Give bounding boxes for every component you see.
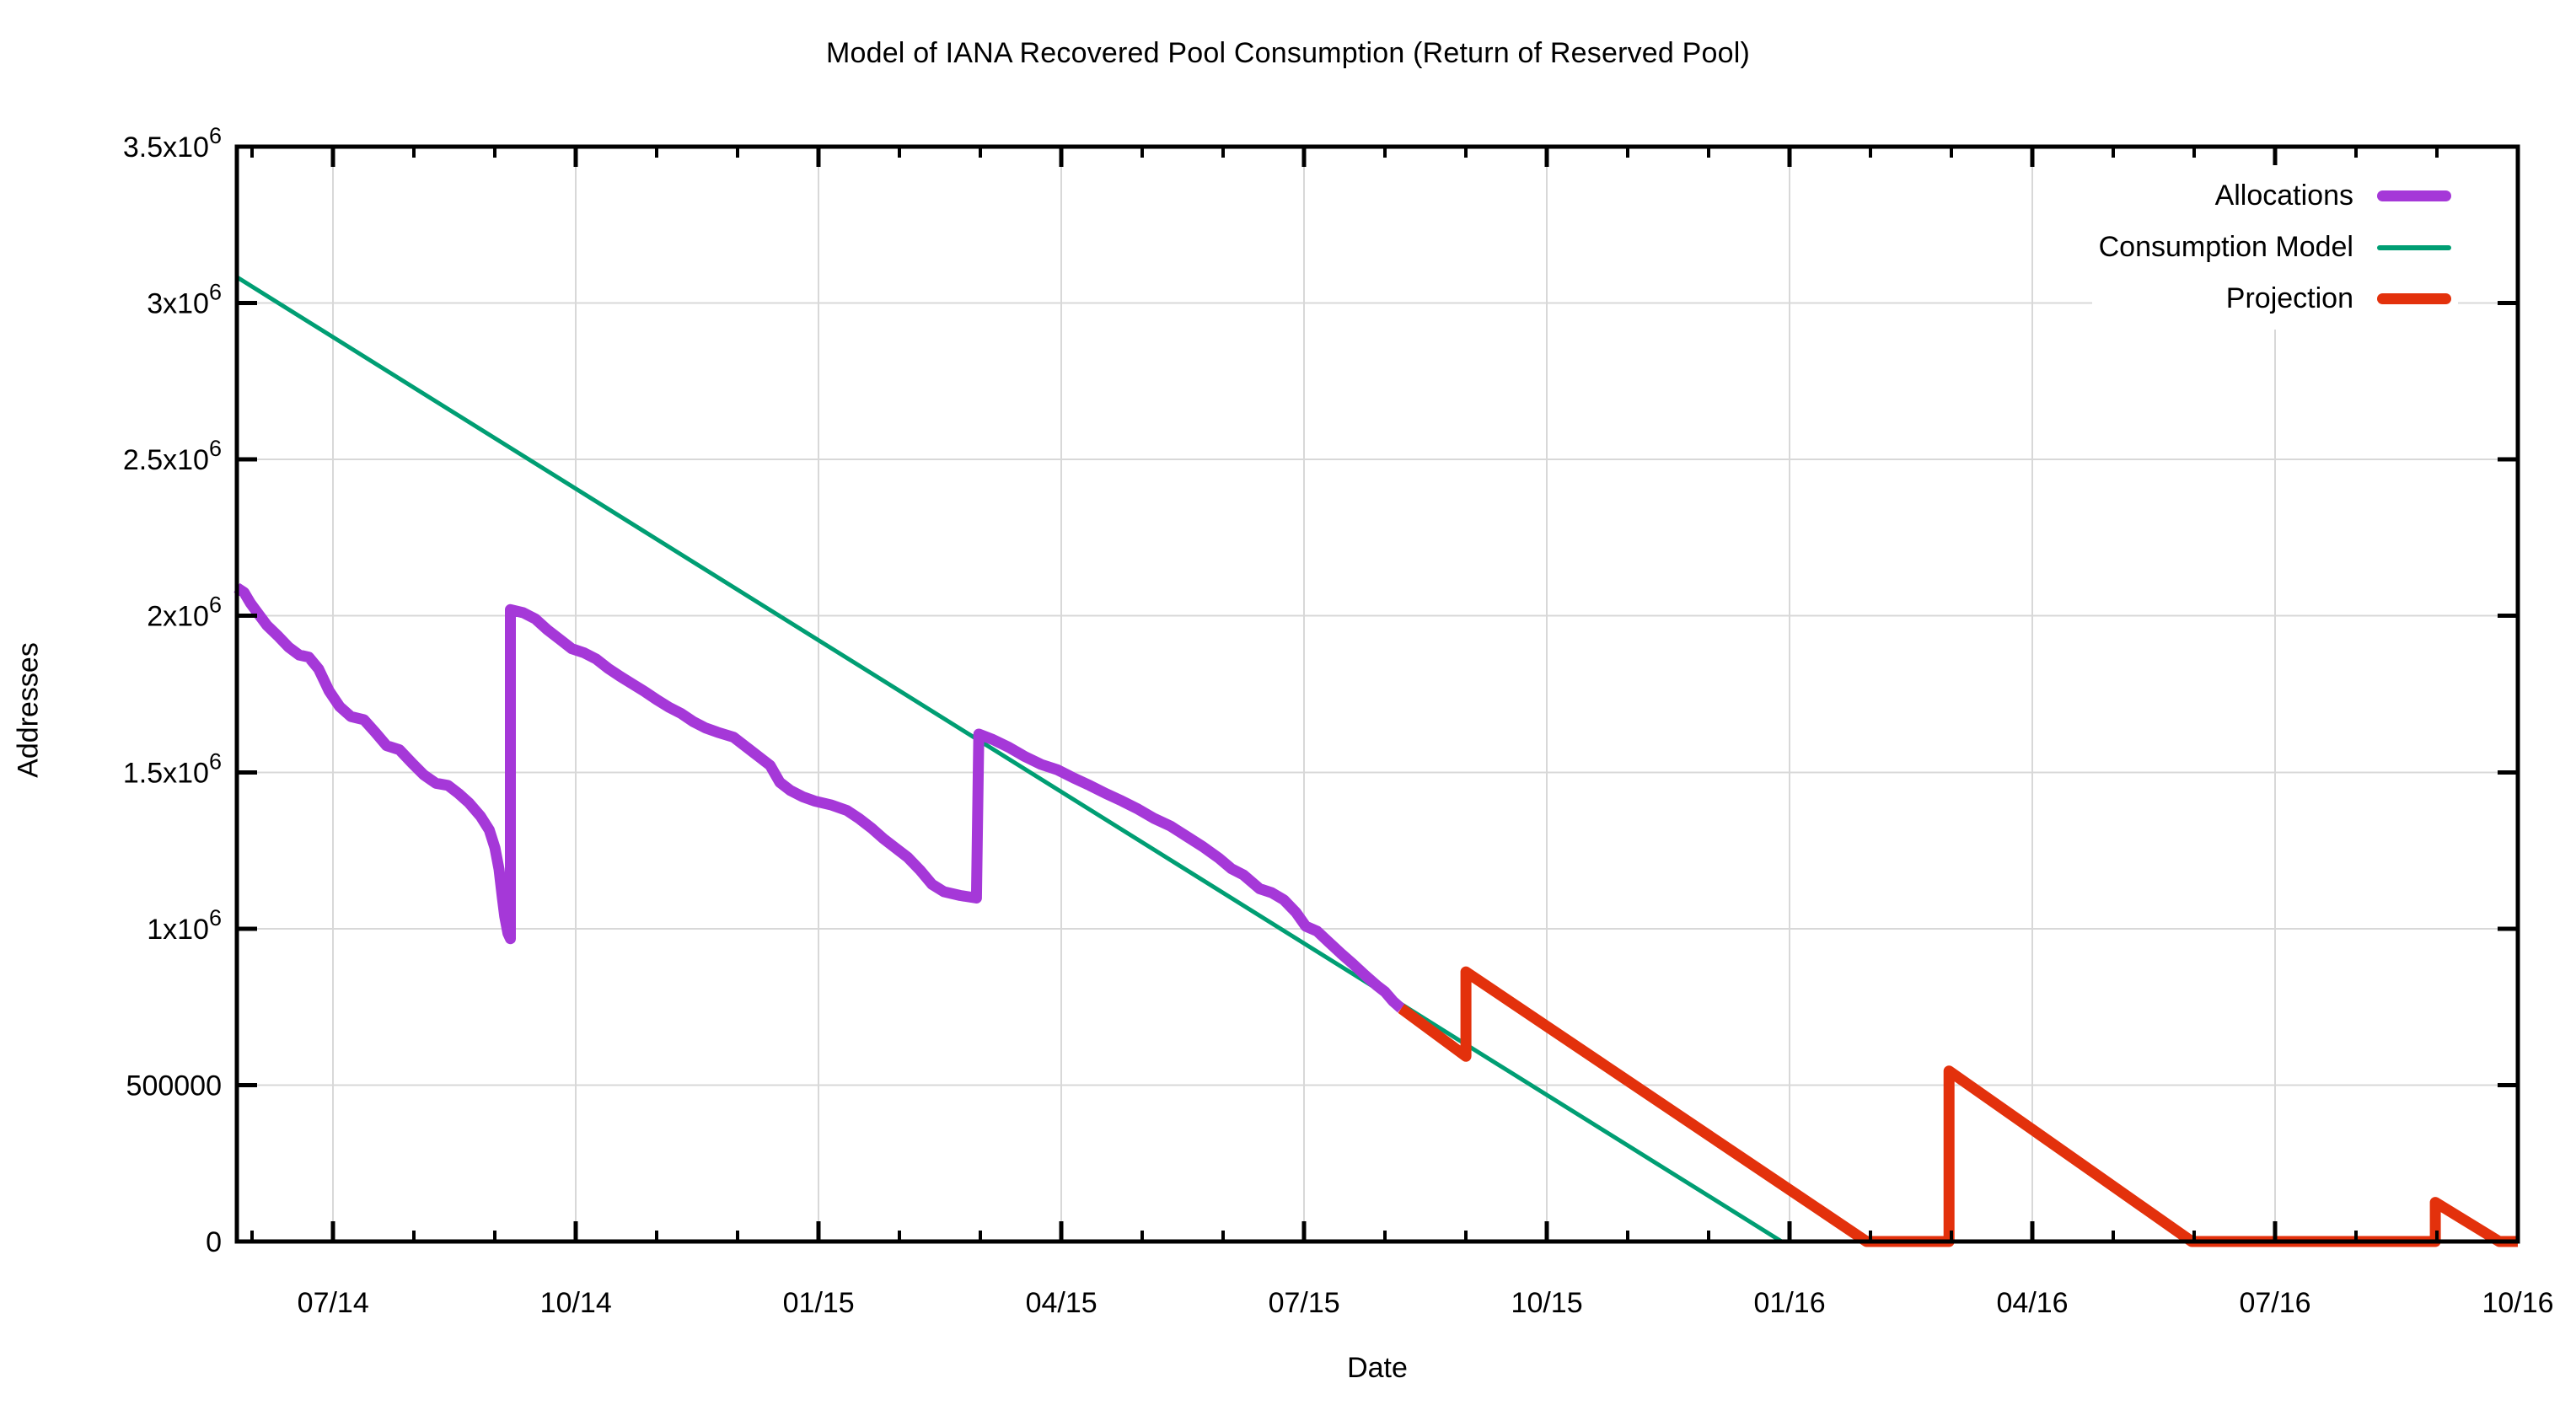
x-tick-label: 10/14 [540, 1287, 612, 1319]
legend-swatch-projection [2377, 293, 2451, 304]
y-tick-label: 2.5x106 [123, 436, 222, 476]
x-tick-label: 04/15 [1026, 1287, 1097, 1319]
series-projection-line [1398, 966, 2518, 1247]
x-tick-label: 10/15 [1511, 1287, 1583, 1319]
legend-label: Consumption Model [2098, 231, 2353, 263]
y-tick-label: 1.5x106 [123, 748, 222, 789]
y-tick-label: 1x106 [147, 905, 222, 946]
y-tick-label: 3.5x106 [123, 123, 222, 164]
y-tick-label: 0 [206, 1226, 222, 1258]
x-tick-label: 04/16 [1997, 1287, 2069, 1319]
legend: Allocations Consumption Model Projection [2091, 165, 2458, 330]
x-tick-label: 07/15 [1269, 1287, 1340, 1319]
y-axis-label: Addresses [12, 642, 45, 778]
chart-title: Model of IANA Recovered Pool Consumption… [825, 37, 1751, 69]
legend-label: Allocations [2214, 180, 2353, 212]
legend-label: Projection [2225, 282, 2353, 314]
x-tick-label: 01/16 [1754, 1287, 1826, 1319]
x-tick-label: 01/15 [783, 1287, 855, 1319]
x-axis-label: Date [1347, 1352, 1408, 1384]
plot-border [234, 144, 2520, 1244]
y-tick-label: 500000 [126, 1070, 222, 1102]
y-tick-label: 3x106 [147, 280, 222, 320]
tick-labels: 07/14 10/14 01/15 04/15 07/15 10/15 01/16 04/16… [123, 123, 2554, 1319]
legend-swatch-allocations [2377, 190, 2451, 201]
legend-item-projection: Projection [2099, 273, 2451, 324]
series-allocations-line [233, 582, 1405, 1013]
x-tick-label: 07/14 [298, 1287, 369, 1319]
y-tick-label: 2x106 [147, 593, 222, 633]
x-tick-label: 10/16 [2482, 1287, 2553, 1319]
series-consumption-model-line [235, 275, 1783, 1244]
axis-ticks [237, 144, 2520, 1244]
legend-swatch-consumption-model [2377, 244, 2451, 250]
x-tick-label: 07/16 [2239, 1287, 2310, 1319]
legend-item-consumption-model: Consumption Model [2099, 222, 2451, 273]
legend-item-allocations: Allocations [2099, 170, 2451, 222]
